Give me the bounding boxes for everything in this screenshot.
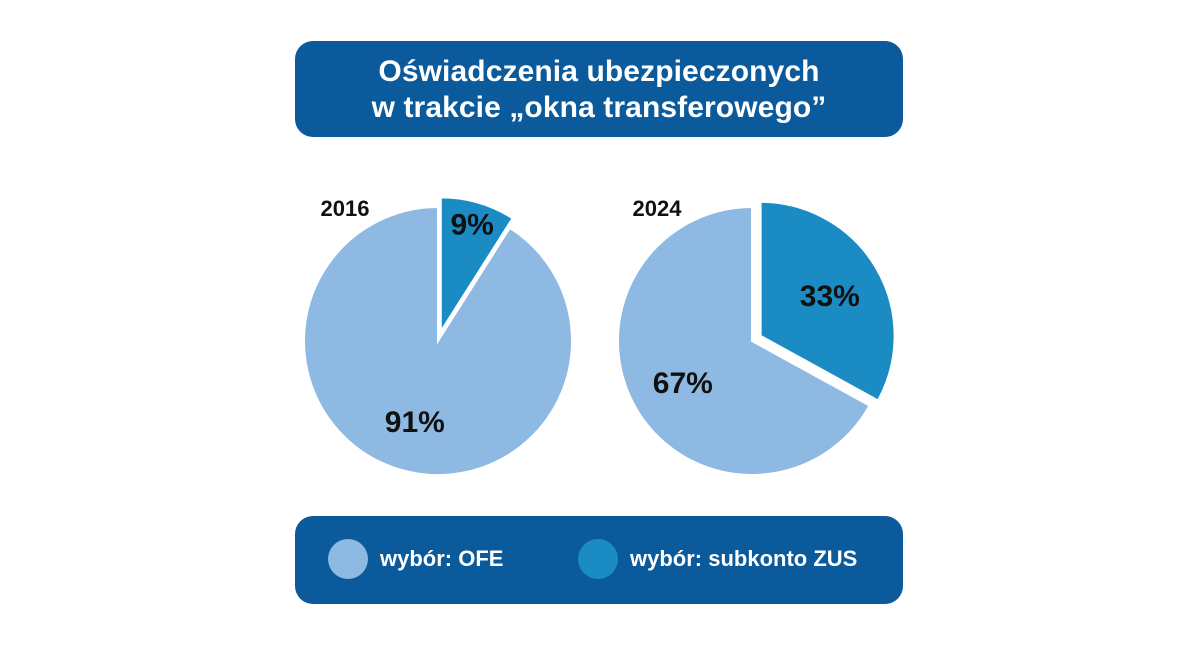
legend-item-ofe: wybór: OFE [328, 539, 503, 579]
pie-chart-2016: 9% 91% 2016 [303, 196, 573, 476]
pie-slice-2016-ofe [303, 205, 573, 476]
legend: wybór: OFE wybór: subkonto ZUS [295, 516, 903, 604]
pie-slice-2024-ofe [617, 205, 871, 476]
legend-label-ofe: wybór: OFE [380, 546, 504, 571]
pie-year-label-2024: 2024 [633, 196, 683, 221]
pie-year-label-2016: 2016 [321, 196, 370, 221]
legend-item-zus: wybór: subkonto ZUS [578, 539, 857, 579]
chart-title-line-2: w trakcie „okna transferowego” [371, 91, 827, 124]
data-label-2024-zus: 33% [800, 280, 860, 313]
chart-title-line-1: Oświadczenia ubezpieczonych [378, 55, 820, 88]
legend-label-zus: wybór: subkonto ZUS [630, 546, 858, 571]
pie-slice-2016-zus [439, 196, 514, 335]
data-label-2016-ofe: 91% [385, 406, 445, 439]
pie-slice-2024-zus [759, 200, 896, 402]
pie-chart-2024: 33% 67% 2024 [617, 196, 896, 476]
legend-swatch-ofe [328, 539, 368, 579]
chart-title-banner: Oświadczenia ubezpieczonych w trakcie „o… [295, 41, 903, 137]
data-label-2016-zus: 9% [451, 208, 494, 241]
data-label-2024-ofe: 67% [653, 367, 713, 400]
legend-swatch-zus [578, 539, 618, 579]
